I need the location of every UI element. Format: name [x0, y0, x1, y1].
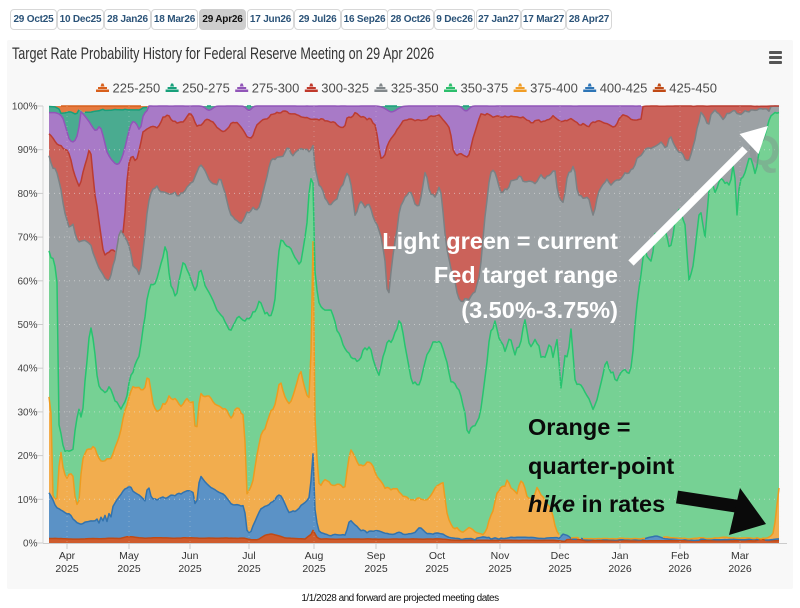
svg-text:30%: 30%	[17, 407, 37, 418]
svg-text:100%: 100%	[12, 102, 38, 113]
svg-text:425-450: 425-450	[669, 81, 717, 96]
svg-text:300-325: 300-325	[321, 81, 369, 96]
svg-text:2025: 2025	[55, 563, 79, 575]
svg-text:Apr: Apr	[59, 550, 76, 562]
svg-text:50%: 50%	[17, 320, 37, 331]
svg-text:80%: 80%	[17, 189, 37, 200]
svg-text:Dec: Dec	[551, 550, 570, 562]
svg-text:2025: 2025	[117, 563, 141, 575]
svg-text:60%: 60%	[17, 276, 37, 287]
svg-text:40%: 40%	[17, 364, 37, 375]
svg-text:Orange =: Orange =	[528, 414, 631, 440]
svg-text:Feb: Feb	[671, 550, 689, 562]
svg-text:2025: 2025	[364, 563, 388, 575]
svg-text:2026: 2026	[608, 563, 632, 575]
svg-text:0%: 0%	[23, 539, 38, 550]
svg-text:Aug: Aug	[305, 550, 324, 562]
svg-text:350-375: 350-375	[461, 81, 509, 96]
svg-text:Light green = current: Light green = current	[382, 228, 618, 254]
svg-text:Jul: Jul	[242, 550, 255, 562]
svg-text:Nov: Nov	[491, 550, 510, 562]
svg-text:Sep: Sep	[367, 550, 386, 562]
svg-text:(3.50%-3.75%): (3.50%-3.75%)	[461, 297, 618, 323]
svg-text:Oct: Oct	[429, 550, 445, 562]
svg-text:225-250: 225-250	[113, 81, 161, 96]
svg-text:275-300: 275-300	[252, 81, 300, 96]
svg-text:2025: 2025	[237, 563, 261, 575]
svg-text:400-425: 400-425	[600, 81, 648, 96]
svg-text:Mar: Mar	[731, 550, 750, 562]
svg-text:quarter-point: quarter-point	[528, 453, 674, 479]
svg-text:hike in rates: hike in rates	[528, 491, 665, 517]
svg-text:Jun: Jun	[182, 550, 199, 562]
svg-text:2026: 2026	[668, 563, 692, 575]
svg-text:375-400: 375-400	[530, 81, 578, 96]
svg-text:10%: 10%	[17, 495, 37, 506]
svg-text:2025: 2025	[302, 563, 326, 575]
svg-text:Fed target range: Fed target range	[434, 262, 618, 288]
svg-text:2025: 2025	[548, 563, 572, 575]
svg-text:20%: 20%	[17, 451, 37, 462]
svg-text:70%: 70%	[17, 233, 37, 244]
svg-text:May: May	[119, 550, 140, 562]
svg-text:Jan: Jan	[612, 550, 629, 562]
svg-text:2025: 2025	[178, 563, 202, 575]
svg-text:2026: 2026	[728, 563, 752, 575]
svg-text:250-275: 250-275	[182, 81, 230, 96]
svg-text:2025: 2025	[488, 563, 512, 575]
svg-text:2025: 2025	[425, 563, 449, 575]
svg-text:90%: 90%	[17, 145, 37, 156]
svg-text:325-350: 325-350	[391, 81, 439, 96]
